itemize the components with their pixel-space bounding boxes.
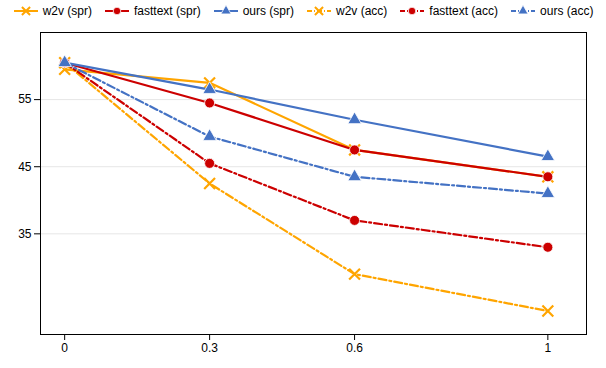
svg-text:55: 55 (18, 92, 32, 106)
html-text:ours (spr): ours (spr) (242, 4, 294, 18)
html-text:fasttext (acc): fasttext (acc) (429, 4, 498, 18)
svg-text:45: 45 (18, 160, 32, 174)
html-text:fasttext (spr): fasttext (spr) (134, 4, 201, 18)
html-text:w2v (acc): w2v (acc) (336, 4, 388, 18)
svg-text:35: 35 (18, 227, 32, 241)
svg-text:1: 1 (545, 341, 552, 355)
html-text:w2v (spr): w2v (spr) (42, 4, 92, 18)
svg-text:0: 0 (61, 341, 68, 355)
svg-text:0.6: 0.6 (346, 341, 363, 355)
html-text:ours (acc): ours (acc) (540, 4, 594, 18)
svg-text:0.3: 0.3 (201, 341, 218, 355)
